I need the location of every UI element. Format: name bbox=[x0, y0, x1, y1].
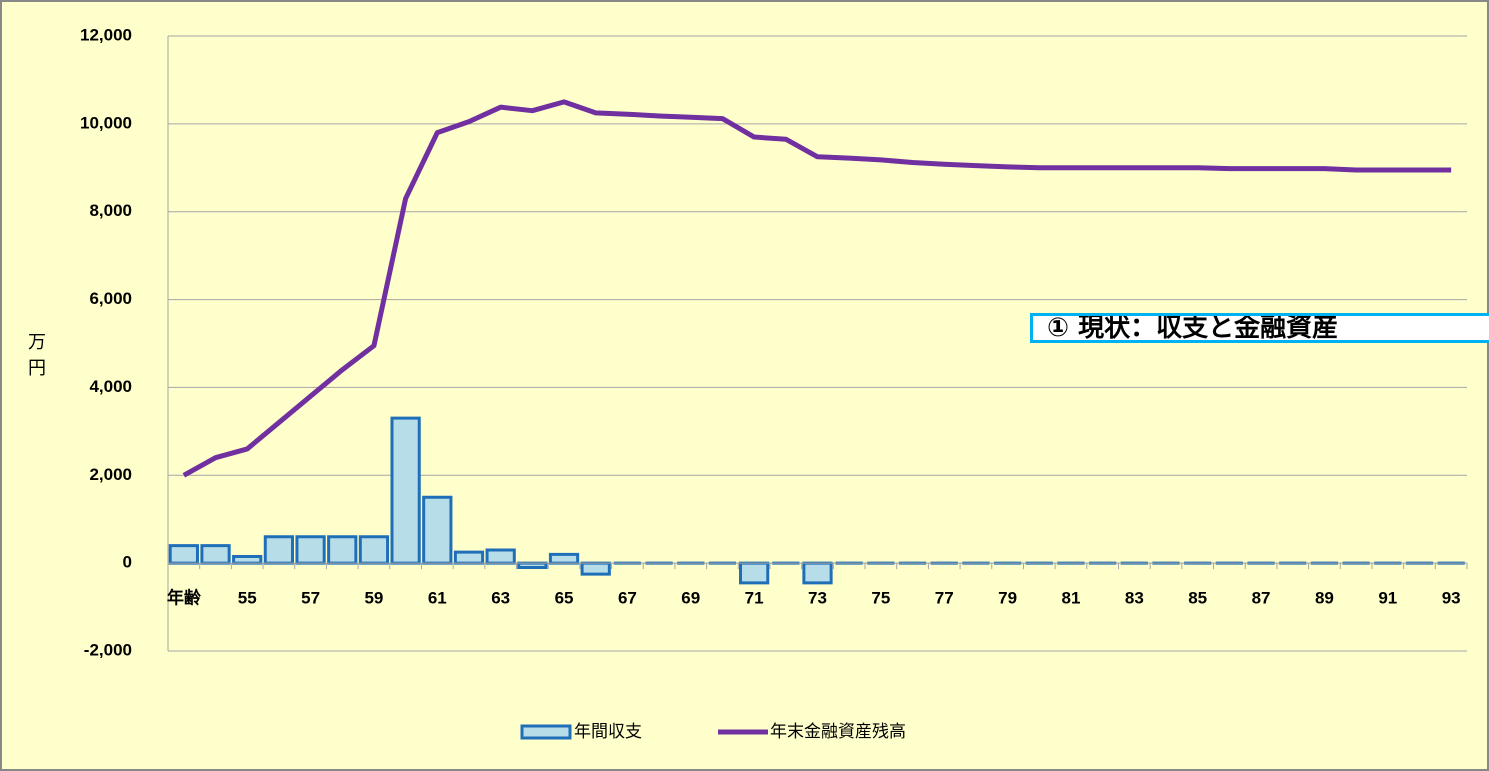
x-tick-label: 73 bbox=[808, 589, 827, 608]
bar bbox=[263, 535, 295, 565]
line bbox=[182, 99, 1452, 478]
x-tick-label: 年齢 bbox=[167, 588, 202, 608]
bar bbox=[548, 552, 580, 565]
annotation: ① 現状：収支と金融資産 bbox=[1030, 313, 1489, 343]
x-tick-label: 83 bbox=[1125, 589, 1144, 608]
x-tick-label: 69 bbox=[681, 589, 700, 608]
bar bbox=[295, 535, 326, 565]
x-tick-label: 93 bbox=[1442, 589, 1461, 608]
x-tick-label: 75 bbox=[871, 589, 890, 608]
x-tick-label: 55 bbox=[238, 589, 257, 608]
y-axis-label: 万円 bbox=[28, 332, 46, 379]
x-tick-label: 59 bbox=[364, 589, 383, 608]
bar bbox=[739, 561, 770, 585]
y-tick-label: 10,000 bbox=[80, 113, 132, 132]
y-tick-label: 6,000 bbox=[89, 289, 132, 308]
legend-label: 年末金融資産残高 bbox=[770, 722, 906, 742]
bar bbox=[580, 561, 611, 576]
x-tick-label: 67 bbox=[618, 589, 637, 608]
x-tick-label: 65 bbox=[555, 589, 574, 608]
bar bbox=[327, 535, 358, 565]
bar bbox=[453, 550, 485, 565]
y-tick-label: 2,000 bbox=[89, 465, 132, 484]
x-tick-label: 61 bbox=[428, 589, 447, 608]
x-tick-label: 71 bbox=[745, 589, 764, 608]
y-tick-label: 12,000 bbox=[80, 25, 132, 44]
bar bbox=[517, 561, 548, 570]
bar bbox=[485, 548, 516, 565]
y-tick-label: 8,000 bbox=[89, 201, 132, 220]
x-tick-label: 87 bbox=[1252, 589, 1271, 608]
x-tick-label: 77 bbox=[935, 589, 954, 608]
x-tick-label: 57 bbox=[301, 589, 320, 608]
x-tick-label: 91 bbox=[1378, 589, 1397, 608]
x-tick-label: 63 bbox=[491, 589, 510, 608]
x-tick-label: 89 bbox=[1315, 589, 1334, 608]
legend-label: 年間収支 bbox=[574, 722, 642, 742]
y-tick-label: 4,000 bbox=[89, 377, 132, 396]
bar bbox=[200, 544, 231, 565]
y-tick-label: 0 bbox=[123, 553, 132, 572]
y-tick-label: -2,000 bbox=[84, 640, 132, 659]
bar bbox=[232, 555, 263, 565]
bar bbox=[168, 544, 199, 565]
bar bbox=[390, 416, 421, 565]
legend-swatch bbox=[520, 724, 572, 740]
bar bbox=[358, 535, 390, 565]
bar bbox=[802, 561, 833, 585]
x-tick-label: 81 bbox=[1062, 589, 1081, 608]
x-tick-label: 79 bbox=[998, 589, 1017, 608]
x-tick-label: 85 bbox=[1188, 589, 1207, 608]
bar bbox=[422, 495, 453, 565]
